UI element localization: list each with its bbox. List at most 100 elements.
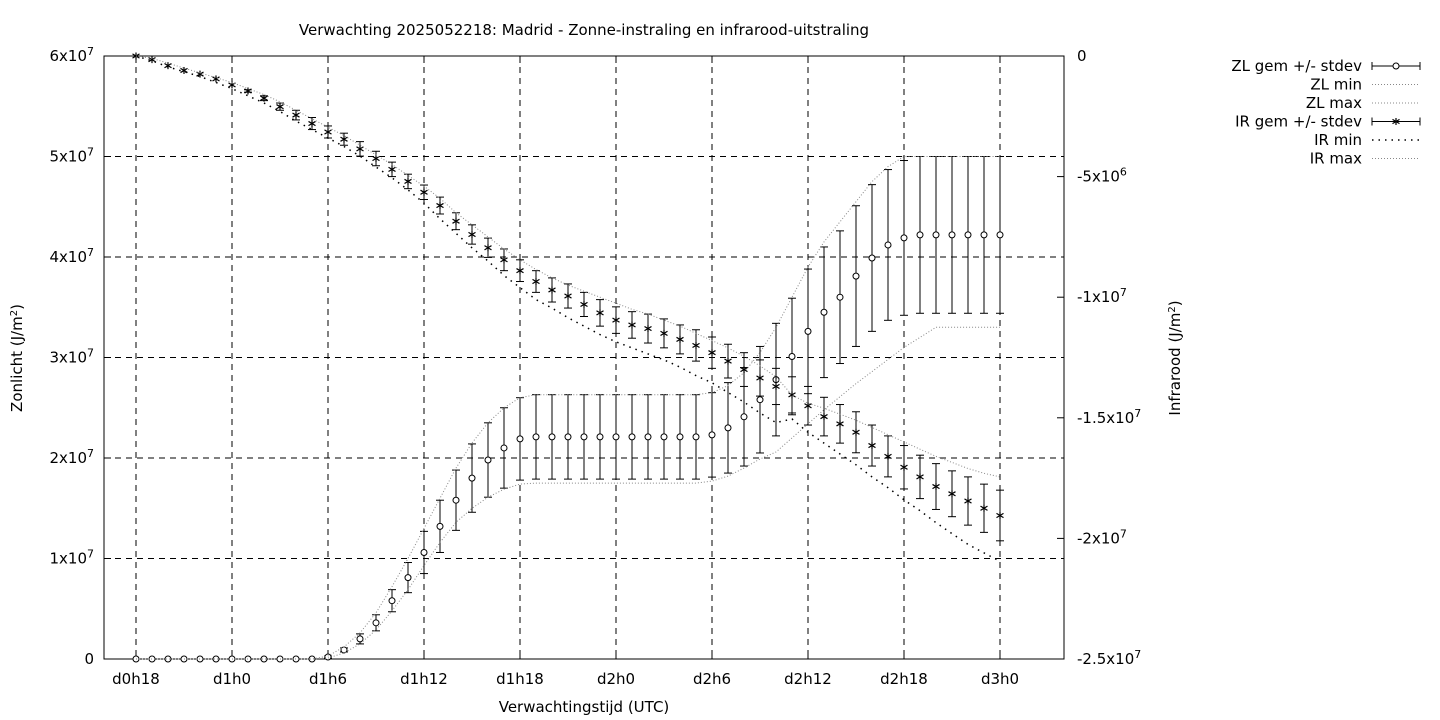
y-right-tick-label: -5x106 xyxy=(1077,166,1127,186)
data-point-circle xyxy=(628,433,636,441)
data-point-star xyxy=(260,94,268,102)
data-point-circle xyxy=(596,433,604,441)
series-zl-max xyxy=(136,156,1000,660)
y-left-tick-label: 1x107 xyxy=(49,548,94,568)
y-axis-right-label: Infrarood (J/m2) xyxy=(1166,300,1184,415)
data-point-star xyxy=(868,442,876,450)
y-left-tick-label: 3x107 xyxy=(49,347,94,367)
y-right-tick-label: 0 xyxy=(1077,47,1087,65)
data-point-circle xyxy=(852,272,860,280)
legend-label: ZL max xyxy=(1306,94,1362,112)
data-point-circle xyxy=(708,431,716,439)
legend-marker xyxy=(1392,62,1400,70)
data-point-circle xyxy=(484,456,492,464)
data-point-circle xyxy=(804,327,812,335)
y-axis-right: 0 -5x106 -1x107 -1.5x107 -2x107 -2.5x107 xyxy=(1057,47,1141,668)
data-point-star xyxy=(660,329,668,337)
data-point-circle xyxy=(868,254,876,262)
data-point-star xyxy=(804,402,812,410)
y-right-tick-label: -1x107 xyxy=(1077,286,1127,306)
data-point-circle xyxy=(468,474,476,482)
data-point-circle xyxy=(212,655,220,663)
data-point-circle xyxy=(500,444,508,452)
data-point-circle xyxy=(516,435,524,443)
data-point-star xyxy=(356,145,364,153)
data-point-circle xyxy=(580,433,588,441)
series-zl-gem-stdev xyxy=(132,156,1004,663)
data-point-star xyxy=(436,202,444,210)
x-tick-label: d1h18 xyxy=(496,670,544,688)
data-point-star xyxy=(772,382,780,390)
data-point-circle xyxy=(324,653,332,661)
data-point-circle xyxy=(932,231,940,239)
x-axis-label: Verwachtingstijd (UTC) xyxy=(499,698,670,716)
data-point-star xyxy=(388,165,396,173)
data-point-star xyxy=(596,309,604,317)
x-axis: d0h18 d1h0 d1h6 d1h12 d1h18 d2h0 d2h6 d2h12 d2h1… xyxy=(112,56,1019,688)
data-point-star xyxy=(276,103,284,111)
legend-label: ZL min xyxy=(1310,76,1362,94)
data-point-star xyxy=(580,300,588,308)
data-point-star xyxy=(324,128,332,136)
x-tick-label: d0h18 xyxy=(112,670,160,688)
legend-label: IR gem +/- stdev xyxy=(1235,113,1362,131)
data-point-star xyxy=(692,341,700,349)
data-point-star xyxy=(644,325,652,333)
data-point-star xyxy=(820,413,828,421)
data-point-star xyxy=(468,230,476,238)
data-point-star xyxy=(372,155,380,163)
data-point-star xyxy=(932,483,940,491)
data-point-circle xyxy=(756,396,764,404)
data-point-circle xyxy=(900,234,908,242)
x-tick-label: d1h12 xyxy=(400,670,448,688)
data-point-circle xyxy=(836,293,844,301)
data-point-circle xyxy=(948,231,956,239)
series-zl-min xyxy=(136,326,1000,660)
series-ir-min xyxy=(135,55,1001,562)
legend-item: IR max xyxy=(1310,150,1420,168)
data-point-star xyxy=(996,511,1004,519)
legend-item: ZL max xyxy=(1306,94,1420,112)
data-point-circle xyxy=(644,433,652,441)
y-right-tick-label: -1.5x107 xyxy=(1077,407,1141,427)
x-tick-label: d2h6 xyxy=(693,670,731,688)
data-point-star xyxy=(516,267,524,275)
data-point-circle xyxy=(420,548,428,556)
x-tick-label: d3h0 xyxy=(981,670,1019,688)
legend-item: IR min xyxy=(1314,131,1420,149)
data-point-circle xyxy=(724,424,732,432)
x-tick-label: d2h0 xyxy=(597,670,635,688)
y-left-tick-label: 4x107 xyxy=(49,246,94,266)
chart-title: Verwachting 2025052218: Madrid - Zonne-i… xyxy=(299,21,869,39)
legend-label: IR max xyxy=(1310,150,1362,168)
legend-item: IR gem +/- stdev xyxy=(1235,113,1421,131)
data-point-circle xyxy=(692,433,700,441)
data-point-circle xyxy=(788,352,796,360)
data-point-star xyxy=(420,188,428,196)
data-point-circle xyxy=(372,619,380,627)
data-point-star xyxy=(708,349,716,357)
y-left-tick-label: 2x107 xyxy=(49,447,94,467)
data-point-circle xyxy=(980,231,988,239)
data-point-star xyxy=(564,292,572,300)
data-point-star xyxy=(1392,118,1400,125)
data-point-circle xyxy=(820,308,828,316)
data-point-circle xyxy=(388,597,396,605)
y-axis-left-label: Zonlicht (J/m2) xyxy=(8,304,26,412)
data-point-circle xyxy=(612,433,620,441)
data-point-circle xyxy=(884,241,892,249)
y-left-tick-label: 5x107 xyxy=(49,146,94,166)
data-point-star xyxy=(548,286,556,294)
data-point-circle xyxy=(356,635,364,643)
data-point-circle xyxy=(548,433,556,441)
data-point-circle xyxy=(308,655,316,663)
data-point-circle xyxy=(564,433,572,441)
data-point-star xyxy=(308,120,316,128)
data-point-star xyxy=(676,335,684,343)
data-point-star xyxy=(484,244,492,252)
legend-item: ZL min xyxy=(1310,76,1420,94)
legend-label: IR min xyxy=(1314,131,1362,149)
y-axis-left: 0 1x107 2x107 3x107 4x107 5x107 6x107 xyxy=(49,45,111,668)
